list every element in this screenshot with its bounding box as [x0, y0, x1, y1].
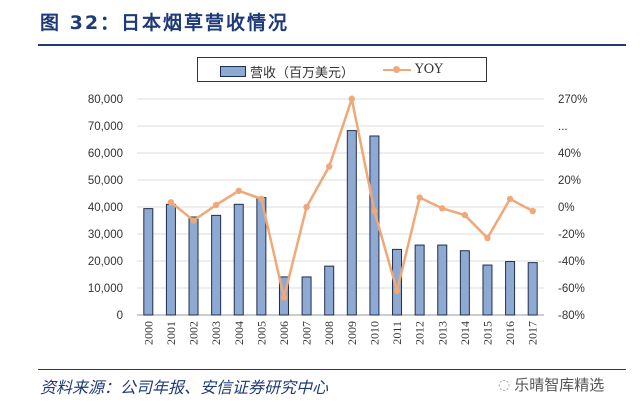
bar-2008: [324, 265, 335, 316]
x-tick-label: 2001: [164, 321, 178, 345]
bar-2015: [482, 264, 493, 316]
yoy-point-2001: [167, 199, 175, 206]
left-tick-label: 60,000: [88, 148, 123, 160]
bar-2014: [459, 250, 470, 316]
right-tick-label: 20%: [558, 175, 581, 187]
left-tick-label: 40,000: [88, 202, 123, 214]
left-tick-label: 80,000: [88, 94, 123, 106]
legend-item-yoy: YOY: [383, 62, 443, 77]
yoy-point-2004: [235, 187, 242, 194]
watermark-text: 乐晴智库精选: [514, 376, 605, 394]
right-tick-label: -40%: [558, 256, 585, 268]
legend-label-revenue: 营收（百万美元）: [250, 66, 355, 81]
left-tick-label: 30,000: [88, 229, 123, 241]
left-tick-label: 50,000: [88, 175, 123, 187]
right-tick-label: ...: [558, 121, 568, 133]
figure-title: 图 32：日本烟草营收情况: [40, 12, 290, 34]
yoy-point-2006: [280, 294, 288, 301]
x-tick-label: 2000: [141, 321, 155, 345]
x-tick-label: 2002: [187, 321, 201, 345]
bar-2001: [165, 203, 176, 316]
yoy-point-2007: [303, 203, 310, 211]
x-tick-label: 2013: [435, 321, 449, 345]
yoy-point-2015: [484, 234, 491, 242]
left-tick-label: 0: [117, 310, 123, 322]
yoy-point-2008: [325, 163, 333, 170]
right-tick-label: -20%: [558, 229, 585, 241]
legend-line-swatch: [383, 65, 411, 73]
bar-2004: [233, 203, 244, 316]
right-tick-label: -60%: [558, 283, 585, 295]
yoy-point-2002: [190, 217, 197, 224]
yoy-point-2016: [506, 195, 514, 203]
bar-2013: [437, 244, 448, 316]
right-tick-label: 0%: [558, 202, 575, 214]
yoy-point-2014: [461, 211, 469, 219]
legend-bar-swatch: [220, 66, 246, 77]
footer-rule: [38, 369, 626, 370]
x-tick-label: 2017: [526, 321, 540, 345]
source-note: 资料来源：公司年报、安信证券研究中心: [40, 378, 329, 397]
yoy-point-2017: [529, 207, 536, 215]
x-tick-label: 2010: [367, 321, 381, 345]
x-tick-label: 2003: [209, 321, 223, 345]
x-tick-label: 2005: [254, 321, 268, 345]
yoy-point-2005: [258, 195, 265, 203]
bar-2012: [414, 244, 425, 316]
x-tick-label: 2016: [503, 321, 517, 345]
title-rule: [38, 44, 626, 46]
watermark: ◌ 乐晴智库精选: [498, 374, 604, 395]
legend-label-yoy: YOY: [415, 62, 443, 77]
x-tick-label: 2007: [300, 321, 314, 345]
x-tick-label: 2008: [322, 321, 336, 345]
x-tick-label: 2014: [458, 321, 472, 345]
left-tick-label: 20,000: [88, 256, 123, 268]
x-tick-label: 2015: [480, 321, 494, 345]
bar-2017: [527, 262, 538, 316]
bar-2016: [505, 261, 516, 316]
yoy-point-2009: [348, 95, 356, 103]
yoy-point-2012: [416, 194, 423, 201]
x-tick-label: 2012: [413, 321, 427, 345]
yoy-point-2010: [371, 207, 378, 215]
legend-item-revenue: 营收（百万美元）: [220, 62, 354, 81]
left-tick-label: 70,000: [88, 121, 123, 133]
right-tick-label: 40%: [558, 148, 581, 160]
bar-2003: [211, 214, 222, 316]
x-tick-label: 2004: [232, 321, 246, 345]
left-tick-label: 10,000: [88, 283, 123, 295]
wechat-icon: ◌: [498, 376, 511, 393]
yoy-point-2011: [393, 287, 401, 294]
bar-2000: [143, 208, 154, 316]
yoy-point-2003: [212, 201, 220, 209]
x-tick-label: 2006: [277, 321, 291, 345]
bar-2009: [346, 130, 357, 316]
yoy-point-2013: [439, 205, 446, 212]
legend: 营收（百万美元） YOY: [197, 57, 487, 82]
x-tick-label: 2009: [345, 321, 359, 345]
right-tick-label: -80%: [558, 310, 585, 322]
right-tick-label: 270%: [558, 94, 587, 106]
bar-2007: [301, 276, 312, 316]
bar-2002: [188, 216, 199, 316]
x-tick-label: 2011: [390, 321, 404, 345]
bar-2011: [392, 248, 403, 316]
